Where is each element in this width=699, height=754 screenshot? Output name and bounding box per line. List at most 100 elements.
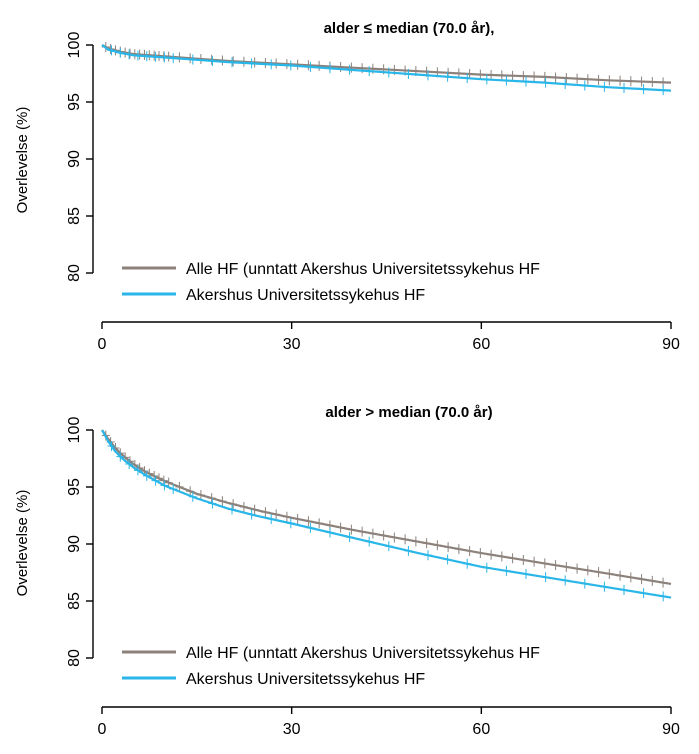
censor-mark	[605, 75, 614, 86]
x-tick-label: 0	[98, 336, 107, 353]
x-tick-label: 60	[472, 721, 490, 738]
y-tick-label: 95	[66, 93, 83, 111]
censor-mark	[286, 60, 295, 71]
censor-mark	[497, 551, 506, 562]
censor-mark	[659, 591, 668, 602]
censor-mark	[519, 554, 528, 565]
censor-mark	[228, 504, 237, 515]
censor-mark	[358, 526, 367, 537]
censor-mark	[433, 540, 442, 551]
censor-mark	[196, 490, 205, 501]
censor-mark	[261, 507, 270, 518]
censor-mark	[315, 518, 324, 529]
censor-mark	[208, 498, 217, 509]
censor-mark	[583, 74, 592, 85]
censor-mark	[151, 475, 160, 486]
censor-mark	[424, 70, 433, 81]
censor-mark	[619, 83, 628, 94]
censor-mark	[304, 516, 313, 527]
censor-mark	[522, 76, 530, 87]
censor-mark	[125, 458, 134, 469]
censor-marks	[107, 45, 668, 96]
censor-marks	[101, 430, 668, 588]
chart-title: alder > median (70.0 år)	[325, 404, 492, 421]
legend-label-akershus: Akershus Universitetssykehus HF	[186, 671, 425, 688]
censor-mark	[315, 60, 324, 71]
y-tick-label: 90	[66, 535, 83, 553]
censor-mark	[482, 74, 491, 85]
y-tick-label: 100	[66, 417, 83, 444]
censor-mark	[626, 572, 635, 583]
censor-mark	[272, 509, 281, 520]
censor-mark	[404, 545, 413, 556]
censor-mark	[107, 45, 116, 56]
censor-mark	[482, 562, 491, 573]
series-line-akershus	[101, 429, 672, 599]
series-line-akershus	[101, 44, 672, 92]
censor-mark	[169, 53, 178, 64]
censor-mark	[508, 70, 517, 81]
censor-mark	[326, 63, 335, 74]
censor-mark	[365, 66, 374, 77]
censor-mark	[541, 77, 550, 88]
censor-mark	[207, 493, 216, 504]
censor-mark	[443, 71, 452, 82]
censor-mark	[347, 524, 356, 535]
y-axis-label: Overlevelse (%)	[14, 490, 31, 597]
censor-mark	[267, 59, 276, 70]
x-tick-label: 0	[98, 721, 107, 738]
y-tick-label: 100	[66, 32, 83, 59]
censor-mark	[247, 58, 256, 69]
censor-mark	[530, 556, 539, 567]
censor-mark	[616, 570, 625, 581]
censor-mark	[218, 496, 227, 507]
censor-mark	[562, 561, 571, 572]
censor-mark	[186, 486, 195, 497]
chart-title: alder ≤ median (70.0 år),	[324, 20, 495, 37]
censor-mark	[228, 57, 237, 68]
legend-label-akershus: Akershus Universitetssykehus HF	[186, 287, 425, 304]
censor-mark	[142, 51, 151, 62]
censor-mark	[659, 577, 668, 588]
censor-mark	[463, 558, 472, 569]
censor-mark	[239, 501, 248, 512]
censor-mark	[476, 547, 485, 558]
x-tick-label: 30	[283, 336, 301, 353]
x-axis: 0 30 60 90	[98, 321, 680, 353]
censor-mark	[465, 546, 474, 557]
plot-area	[101, 429, 672, 602]
censor-mark	[133, 465, 142, 476]
censor-mark	[600, 581, 609, 592]
censor-mark	[365, 536, 374, 547]
censor-mark	[594, 567, 603, 578]
y-tick-label: 80	[66, 649, 83, 667]
censor-mark	[116, 451, 125, 462]
censor-mark	[160, 52, 169, 63]
censor-mark	[639, 588, 648, 599]
censor-mark	[659, 85, 668, 96]
censor-mark	[286, 518, 295, 529]
x-tick-label: 30	[283, 721, 301, 738]
censor-mark	[384, 67, 393, 78]
censor-mark	[345, 64, 354, 75]
y-tick-label: 80	[66, 264, 83, 282]
censor-mark	[605, 568, 614, 579]
censor-mark	[175, 481, 184, 492]
x-tick-label: 60	[472, 336, 490, 353]
censor-mark	[463, 73, 472, 84]
y-axis: 80 85 90 95 100	[66, 417, 94, 667]
censor-mark	[282, 511, 291, 522]
censor-mark	[502, 565, 511, 576]
censor-mark	[411, 536, 420, 547]
censor-mark	[487, 69, 496, 80]
censor-mark	[379, 530, 388, 541]
censor-mark	[424, 550, 433, 561]
censor-mark	[502, 75, 511, 86]
censor-mark	[188, 491, 197, 502]
censor-mark	[530, 71, 539, 82]
series-line-alle-hf	[101, 44, 672, 84]
censor-mark	[345, 532, 354, 543]
censor-mark	[326, 527, 335, 538]
censor-mark	[522, 569, 530, 580]
censor-mark	[519, 71, 528, 82]
